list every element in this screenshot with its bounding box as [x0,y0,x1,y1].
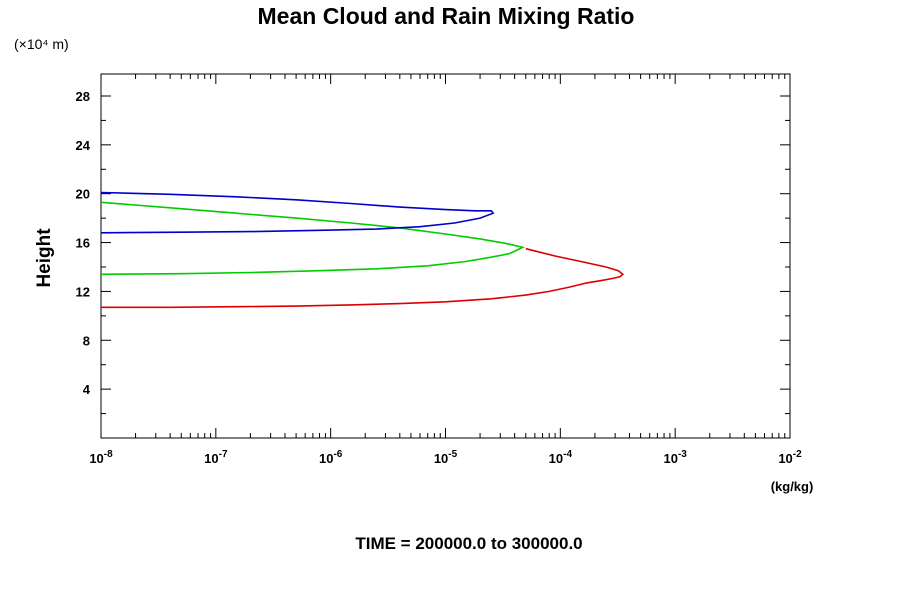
x-tick-label: 10-8 [89,449,113,466]
x-unit-label: (kg/kg) [771,479,814,494]
series-line [100,191,495,234]
y-tick-label: 4 [83,382,91,397]
x-tick-label: 10-7 [204,449,228,466]
y-tick-label: 8 [83,333,90,348]
x-tick-label: 10-4 [549,449,573,466]
y-axis-label: Height [34,228,55,288]
time-range-label: TIME = 200000.0 to 300000.0 [355,534,582,553]
x-tick-labels: 10-8 10-7 10-6 10-5 10-4 10-3 10-2 [89,449,802,466]
y-unit-label: (×10⁴ m) [14,36,69,52]
series-line [101,247,625,309]
x-tick-label: 10-6 [319,449,343,466]
y-tick-label: 20 [76,187,90,202]
plot-frame [100,73,791,439]
chart-title: Mean Cloud and Rain Mixing Ratio [258,3,635,29]
y-tick-label: 12 [76,284,90,299]
y-tick-labels: 4 8 12 16 20 24 28 [76,89,91,397]
x-tick-label: 10-3 [663,449,687,466]
x-tick-label: 10-5 [434,449,458,466]
y-tick-label: 24 [76,138,91,153]
axis-ticks [100,74,791,438]
y-tick-label: 28 [76,89,90,104]
x-tick-label: 10-2 [778,449,802,466]
series-group [100,191,625,309]
series-line [100,201,526,276]
y-tick-label: 16 [76,236,90,251]
